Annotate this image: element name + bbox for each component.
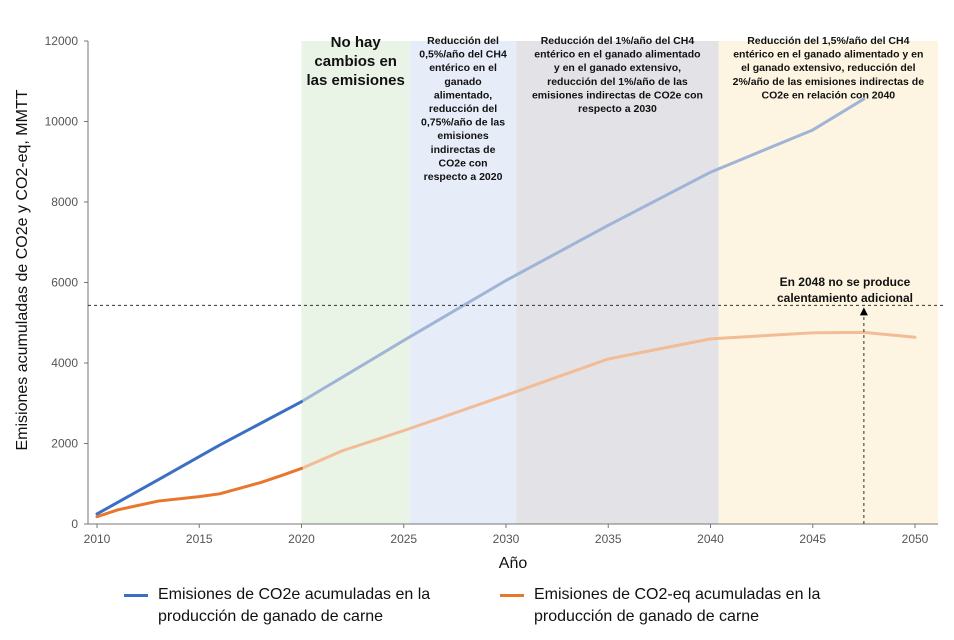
scenario-band-1-label-line-3: entérico en el (429, 62, 497, 74)
scenario-band-1-label-line-11: respecto a 2020 (424, 171, 503, 183)
scenario-band-1-label-line-1: Reducción del (427, 35, 499, 47)
scenario-band-3-label-line-1: Reducción del 1,5%/año del CH4 (747, 35, 909, 47)
series-1-projection-line (300, 330, 917, 470)
annotation-text-line-2: calentamiento adicional (777, 291, 913, 305)
scenario-band-1-label-line-5: alimentado, (434, 89, 492, 101)
scenario-band-2-label-line-3: y en el ganado extensivo, (554, 62, 681, 74)
series-1-historical-line (95, 466, 303, 519)
scenario-band-0-label-line-3: las emisiones (306, 72, 404, 89)
scenario-band-1-label-line-7: 0,75%/año de las (421, 117, 505, 129)
scenario-band-3-label-line-2: entérico en el ganado alimentado y en (733, 49, 923, 61)
y-tick-label-0: 0 (71, 517, 78, 531)
scenario-band-1 (409, 41, 517, 524)
legend-swatch-co2eq (500, 594, 524, 597)
scenario-band-2-label-line-4: reducción del 1%/año de las (547, 76, 688, 88)
x-tick-label-2010: 2010 (84, 532, 111, 546)
scenario-band-0-label-line-1: No hay (331, 34, 382, 51)
scenario-band-2-label-line-2: entérico en el ganado alimentado (534, 49, 700, 61)
y-tick-label-10000: 10000 (45, 115, 79, 129)
y-axis-title: Emisiones acumuladas de CO2e y CO2-eq, M… (14, 89, 31, 450)
scenario-band-labels: No hay cambios en las emisiones Reducción d… (306, 34, 924, 183)
legend-label-co2e-line-2: producción de ganado de carne (158, 608, 384, 625)
x-tick-label-2040: 2040 (697, 532, 724, 546)
y-tick-label-12000: 12000 (45, 34, 79, 48)
scenario-band-1-label-line-10: CO2e con (439, 157, 488, 169)
scenario-band-2-label-line-5: emisiones indirectas de CO2e con (532, 89, 703, 101)
legend-swatch-co2e (124, 594, 148, 597)
scenario-band-2 (516, 41, 719, 524)
y-tick-label-4000: 4000 (51, 356, 78, 370)
scenario-band-2-label-line-6: respecto a 2030 (578, 103, 657, 115)
x-tick-label-2045: 2045 (799, 532, 826, 546)
axes: 0 2000 4000 6000 8000 10000 12000 2010 2015 2020 2… (45, 34, 938, 546)
series-lines (95, 97, 917, 519)
x-axis-title: Año (499, 555, 528, 572)
scenario-band-1-label-line-6: reducción del (429, 103, 497, 115)
y-tick-label-6000: 6000 (51, 276, 78, 290)
scenario-band-2-label-line-1: Reducción del 1%/año del CH4 (541, 35, 695, 47)
scenario-band-1-label-line-2: 0,5%/año del CH4 (419, 49, 507, 61)
annotation-layer: En 2048 no se produce calentamiento adici… (88, 275, 945, 524)
x-tick-label-2050: 2050 (902, 532, 929, 546)
legend-label-co2e-line-1: Emisiones de CO2e acumuladas en la (158, 586, 431, 603)
legend-label-co2eq-line-2: producción de ganado de carne (534, 608, 760, 625)
y-tick-label-2000: 2000 (51, 437, 78, 451)
scenario-band-3-label-line-5: CO2e en relación con 2040 (762, 89, 896, 101)
x-tick-label-2020: 2020 (288, 532, 315, 546)
x-tick-label-2035: 2035 (595, 532, 622, 546)
series-0-historical-line (95, 400, 303, 516)
scenario-band-3-label-line-3: el ganado extensivo, reducción del (741, 62, 916, 74)
x-tick-label-2015: 2015 (186, 532, 213, 546)
legend-label-co2e: Emisiones de CO2e acumuladas en la produ… (158, 584, 430, 628)
annotation-arrow-head (859, 307, 868, 316)
legend-label-co2eq: Emisiones de CO2-eq acumuladas en la pro… (534, 584, 820, 628)
scenario-band-0 (301, 41, 410, 524)
legend-label-co2eq-line-1: Emisiones de CO2-eq acumuladas en la (534, 586, 821, 603)
scenario-band-1-label-line-8: emisiones (437, 130, 489, 142)
x-tick-label-2030: 2030 (493, 532, 520, 546)
scenario-band-0-label-line-2: cambios en (314, 53, 397, 70)
x-tick-label-2025: 2025 (390, 532, 417, 546)
annotation-text-line-1: En 2048 no se produce (780, 275, 911, 289)
y-tick-label-8000: 8000 (51, 195, 78, 209)
scenario-band-3-label-line-4: 2%/año de las emisiones indirectas de (733, 76, 925, 88)
series-0-projection-line (300, 97, 866, 404)
scenario-band-1-label-line-9: indirectas de (431, 144, 496, 156)
scenario-band-1-label-line-4: ganado (444, 76, 481, 88)
